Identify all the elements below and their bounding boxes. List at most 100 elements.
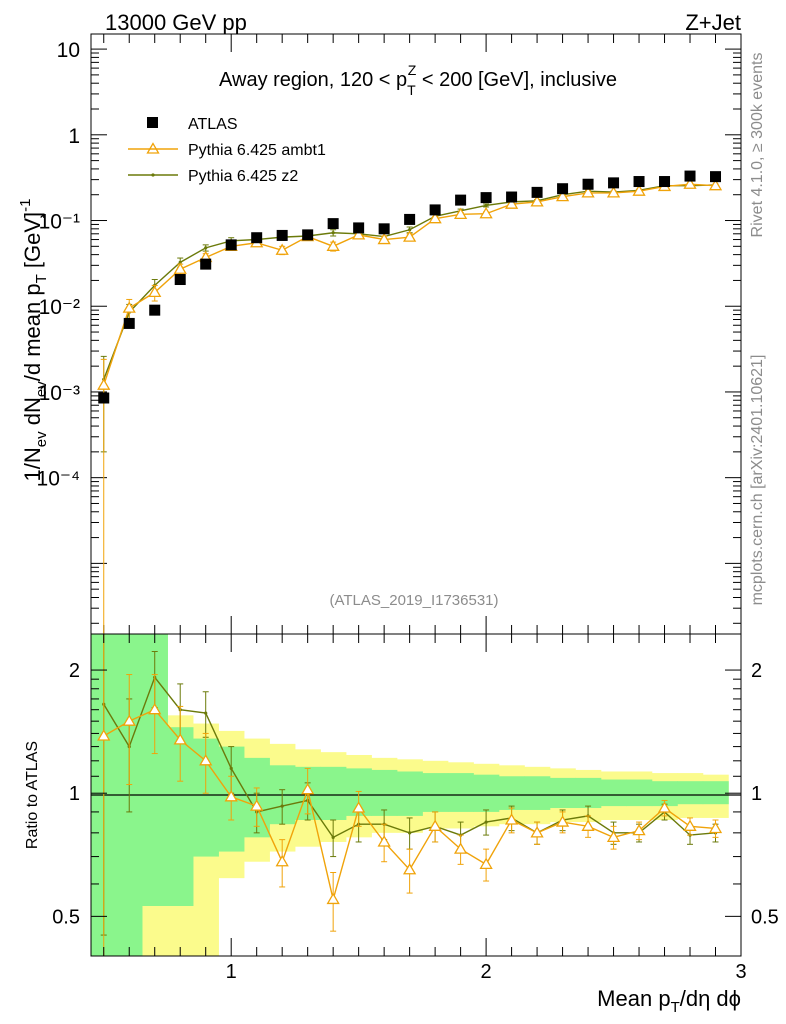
ratio-point-z2	[204, 711, 208, 715]
header-right: Z+Jet	[685, 10, 741, 35]
ratio-y-tick-label-right: 1	[751, 783, 762, 805]
ratio-band-green	[677, 781, 704, 805]
data-point-z2	[204, 246, 208, 250]
ratio-point-ambt1	[403, 862, 417, 875]
legend: ATLAS Pythia 6.425 ambt1 Pythia 6.425 z2	[128, 116, 326, 185]
ratio-y-tick-label-left: 2	[69, 660, 80, 682]
ratio-point-ambt1	[453, 842, 468, 854]
data-point-atlas	[174, 274, 186, 286]
data-point-atlas	[276, 229, 288, 241]
data-point-atlas	[353, 222, 365, 234]
ratio-y-tick-label-right: 0.5	[751, 906, 779, 928]
data-point-atlas	[582, 178, 594, 190]
ratio-y-axis-label: Ratio to ATLAS	[24, 741, 41, 849]
data-point-atlas	[506, 191, 518, 203]
ratio-point-ambt1	[581, 819, 595, 831]
data-point-ambt1	[326, 239, 340, 251]
main-y-tick-label: 10⁻⁴	[37, 468, 80, 491]
data-point-atlas	[251, 232, 263, 244]
ratio-band-green	[626, 779, 653, 807]
ratio-y-tick-label-left: 1	[69, 783, 80, 805]
ratio-point-ambt1	[301, 782, 315, 795]
data-point-atlas	[659, 176, 671, 188]
ratio-point-ambt1	[173, 733, 187, 745]
ratio-band-green	[396, 771, 423, 816]
data-point-ambt1	[555, 189, 570, 202]
ratio-point-ambt1	[504, 813, 519, 825]
main-series	[97, 170, 723, 634]
ratio-series	[97, 633, 723, 957]
data-point-atlas	[557, 183, 569, 195]
main-y-tick-label: 10⁻³	[39, 382, 80, 405]
legend-marker-ambt1	[146, 142, 160, 154]
data-point-atlas	[455, 194, 467, 206]
header-left: 13000 GeV pp	[105, 10, 247, 35]
ratio-y-tick-label-left: 0.5	[52, 906, 80, 928]
data-point-ambt1	[352, 228, 366, 240]
legend-marker-z2	[151, 173, 155, 177]
data-point-ambt1	[403, 230, 417, 242]
ratio-point-ambt1	[708, 821, 723, 834]
data-point-ambt1	[97, 378, 111, 390]
analysis-id: (ATLAS_2019_I1736531)	[329, 592, 498, 609]
ratio-point-ambt1	[250, 799, 264, 811]
ratio-band-green	[422, 773, 449, 812]
data-point-ambt1	[632, 184, 646, 196]
data-point-atlas	[480, 192, 492, 204]
ratio-point-ambt1	[530, 826, 544, 838]
main-axis-ticks: 10⁻⁴ 10⁻³ 10⁻² 10⁻¹ 1 10	[37, 34, 742, 634]
rivet-version-text: Rivet 4.1.0, ≥ 300k events	[749, 53, 766, 238]
ratio-point-z2	[280, 804, 284, 808]
data-point-z2	[408, 228, 412, 232]
ratio-band-green	[498, 776, 525, 810]
data-point-ambt1	[683, 177, 697, 189]
legend-label-atlas: ATLAS	[188, 116, 238, 133]
data-point-atlas	[225, 239, 237, 251]
ratio-point-ambt1	[148, 702, 162, 715]
data-point-atlas	[149, 304, 161, 316]
data-point-ambt1	[377, 232, 391, 245]
main-y-tick-label: 1	[68, 125, 80, 148]
ratio-band-green	[447, 773, 474, 812]
ratio-point-ambt1	[326, 892, 340, 905]
data-point-ambt1	[479, 206, 493, 219]
data-point-ambt1	[173, 262, 187, 274]
ratio-point-ambt1	[275, 854, 289, 867]
ratio-band-green	[702, 781, 729, 805]
ratio-point-ambt1	[632, 823, 646, 836]
data-point-ambt1	[148, 285, 162, 298]
ratio-point-ambt1	[555, 815, 570, 827]
data-point-atlas	[608, 177, 620, 189]
data-point-atlas	[429, 204, 441, 216]
data-point-ambt1	[606, 186, 621, 198]
ratio-point-ambt1	[352, 801, 366, 813]
data-point-atlas	[378, 223, 390, 235]
data-point-atlas	[200, 258, 212, 270]
ratio-band-green	[549, 777, 576, 809]
ratio-y-tick-label-right: 2	[751, 660, 762, 682]
data-point-ambt1	[453, 207, 468, 220]
main-y-tick-label: 10⁻¹	[39, 211, 80, 234]
ratio-point-ambt1	[97, 729, 111, 741]
ratio-band-green	[320, 766, 347, 821]
ratio-band-green	[575, 777, 602, 809]
data-point-z2	[331, 231, 335, 235]
ratio-point-ambt1	[377, 835, 391, 847]
data-point-atlas	[123, 317, 135, 329]
ratio-point-ambt1	[606, 830, 621, 842]
x-tick-label: 3	[735, 961, 746, 983]
legend-label-z2: Pythia 6.425 z2	[188, 168, 298, 185]
ratio-point-ambt1	[479, 857, 493, 870]
mcplots-text: mcplots.cern.ch [arXiv:2401.10621]	[749, 355, 766, 606]
ratio-band-green	[524, 776, 551, 810]
ratio-point-z2	[331, 835, 335, 839]
x-axis-label: Mean pT/dη dϕ	[597, 986, 741, 1016]
data-point-ambt1	[708, 178, 723, 191]
data-point-atlas	[684, 170, 696, 182]
data-point-ambt1	[530, 195, 544, 207]
main-y-tick-label: 10	[57, 39, 80, 62]
ratio-panel: 0.5 0.5 1 1 2 2 1 2 3 Ratio to ATLAS Mean pT/dη …	[24, 633, 779, 1016]
ratio-point-ambt1	[199, 754, 213, 766]
data-point-ambt1	[504, 197, 519, 209]
